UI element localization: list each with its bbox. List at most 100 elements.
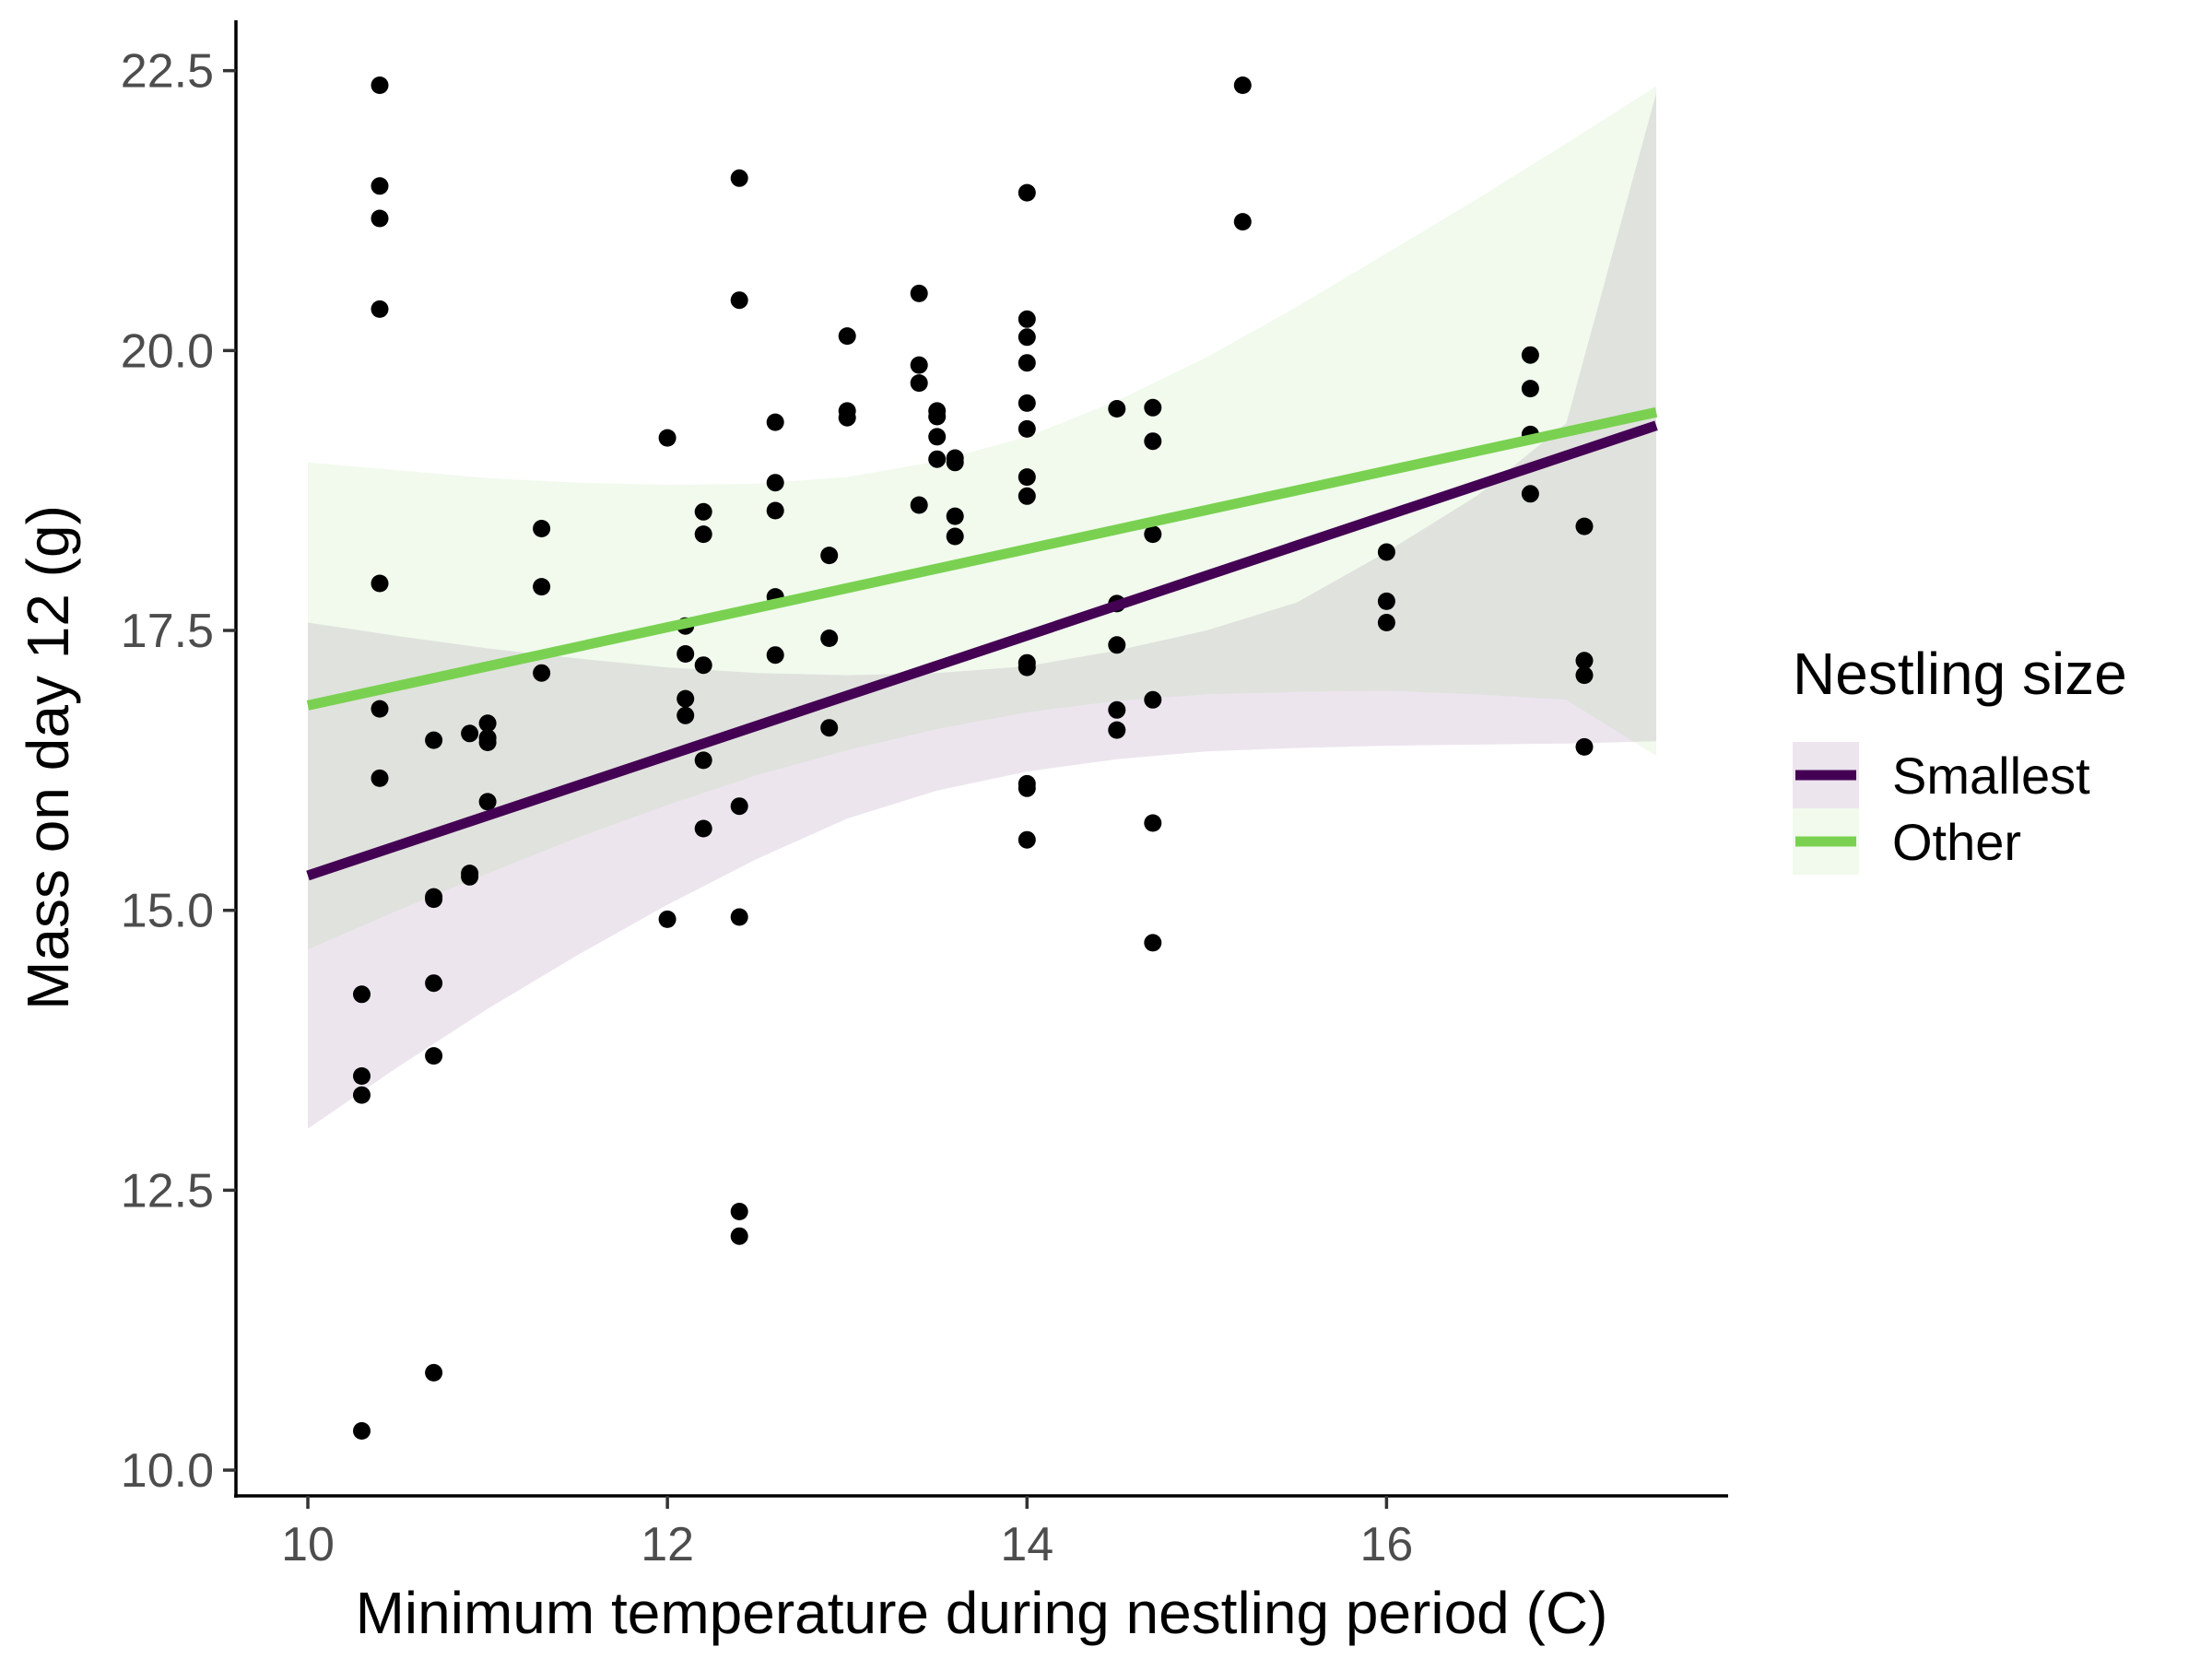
data-point bbox=[928, 450, 947, 468]
data-point bbox=[371, 177, 389, 195]
confidence-bands bbox=[308, 86, 1656, 1129]
data-point bbox=[478, 793, 497, 811]
data-point bbox=[1018, 487, 1036, 505]
data-point bbox=[1144, 690, 1162, 709]
data-point bbox=[1108, 400, 1126, 418]
data-point bbox=[694, 656, 712, 675]
data-point bbox=[766, 646, 784, 665]
data-point bbox=[533, 578, 551, 596]
data-point bbox=[353, 985, 371, 1004]
data-point bbox=[353, 1067, 371, 1085]
data-point bbox=[461, 867, 479, 886]
data-point bbox=[478, 714, 497, 733]
data-point bbox=[820, 629, 839, 647]
data-point bbox=[1144, 525, 1162, 544]
data-point bbox=[910, 374, 928, 393]
data-point bbox=[1575, 652, 1594, 670]
data-point bbox=[1108, 700, 1126, 719]
x-axis-ticks: 10 12 14 16 bbox=[281, 1496, 1413, 1571]
data-point bbox=[928, 407, 947, 426]
data-point bbox=[1018, 830, 1036, 849]
data-point bbox=[1018, 310, 1036, 328]
data-point bbox=[1575, 737, 1594, 756]
regression-line-smallest bbox=[306, 420, 1658, 881]
data-point bbox=[353, 1422, 371, 1440]
data-point bbox=[1018, 354, 1036, 372]
data-point bbox=[371, 209, 389, 228]
data-point bbox=[1018, 468, 1036, 487]
legend-label-smallest: Smallest bbox=[1892, 747, 2090, 805]
data-point bbox=[1377, 592, 1395, 610]
legend-title: Nestling size bbox=[1793, 641, 2127, 707]
data-point bbox=[1018, 394, 1036, 412]
data-point bbox=[910, 284, 928, 302]
data-point bbox=[1233, 76, 1252, 94]
data-point bbox=[1018, 183, 1036, 202]
data-point bbox=[1377, 614, 1395, 631]
data-point bbox=[730, 908, 748, 926]
data-point bbox=[1144, 398, 1162, 417]
data-point bbox=[946, 527, 964, 546]
data-point bbox=[425, 890, 443, 909]
data-point bbox=[1144, 934, 1162, 952]
data-points bbox=[353, 76, 1594, 1440]
data-point bbox=[694, 525, 712, 544]
x-tick-label: 16 bbox=[1359, 1518, 1413, 1571]
data-point bbox=[730, 291, 748, 310]
data-point bbox=[371, 574, 389, 593]
legend: Nestling size Smallest Other bbox=[1793, 641, 2127, 875]
data-point bbox=[1377, 543, 1395, 561]
y-tick-label: 10.0 bbox=[121, 1444, 214, 1498]
data-point bbox=[730, 797, 748, 816]
data-point bbox=[425, 1363, 443, 1382]
data-point bbox=[838, 408, 856, 427]
data-point bbox=[677, 689, 695, 708]
data-point bbox=[928, 428, 947, 446]
x-tick-label: 14 bbox=[1000, 1518, 1053, 1571]
data-point bbox=[1018, 328, 1036, 347]
data-point bbox=[658, 910, 677, 928]
data-point bbox=[910, 496, 928, 514]
data-point bbox=[730, 1203, 748, 1220]
data-point bbox=[910, 356, 928, 374]
data-point bbox=[946, 453, 964, 472]
data-point bbox=[371, 769, 389, 787]
data-point bbox=[820, 719, 839, 737]
data-point bbox=[820, 547, 839, 565]
legend-keys: Smallest Other bbox=[1793, 742, 2090, 875]
data-point bbox=[1018, 658, 1036, 677]
data-point bbox=[371, 76, 389, 94]
data-point bbox=[1018, 419, 1036, 438]
y-axis-ticks: 10.0 12.5 15.0 17.5 20.0 22.5 bbox=[121, 45, 236, 1498]
data-point bbox=[766, 474, 784, 492]
data-point bbox=[1144, 432, 1162, 451]
data-point bbox=[1521, 346, 1539, 364]
y-tick-label: 20.0 bbox=[121, 324, 214, 378]
data-point bbox=[946, 507, 964, 525]
data-point bbox=[766, 501, 784, 520]
data-point bbox=[1575, 517, 1594, 535]
data-point bbox=[533, 520, 551, 537]
data-point bbox=[371, 300, 389, 318]
x-tick-label: 10 bbox=[281, 1518, 335, 1571]
x-tick-label: 12 bbox=[641, 1518, 694, 1571]
data-point bbox=[425, 1047, 443, 1065]
data-point bbox=[533, 664, 551, 682]
y-tick-label: 17.5 bbox=[121, 605, 214, 658]
confidence-band-smallest bbox=[308, 93, 1656, 1129]
data-point bbox=[1575, 666, 1594, 685]
data-point bbox=[694, 819, 712, 838]
data-point bbox=[766, 413, 784, 431]
data-point bbox=[677, 706, 695, 724]
data-point bbox=[1521, 485, 1539, 503]
data-point bbox=[1108, 636, 1126, 654]
data-point bbox=[694, 751, 712, 770]
data-point bbox=[1018, 779, 1036, 797]
regression-line-other bbox=[306, 406, 1658, 711]
regression-lines bbox=[306, 406, 1658, 881]
data-point bbox=[838, 327, 856, 346]
confidence-band-other bbox=[308, 86, 1656, 950]
data-point bbox=[478, 734, 497, 751]
data-point bbox=[1521, 380, 1539, 398]
